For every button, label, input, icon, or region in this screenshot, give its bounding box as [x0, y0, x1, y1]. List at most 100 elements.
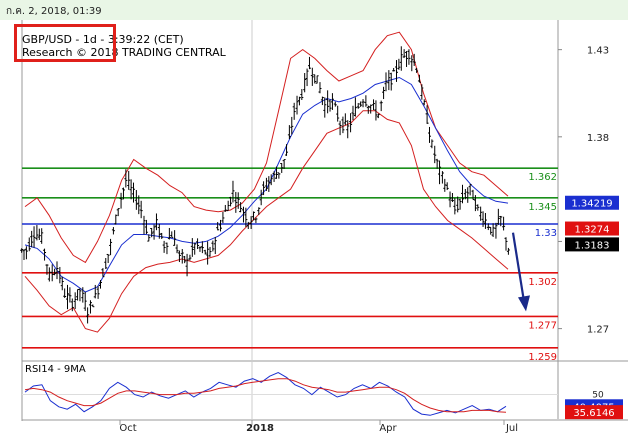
chart-header-instrument: GBP/USD - 1d - 3:39:22 (CET) [22, 33, 184, 46]
ohlc-bar [300, 89, 304, 101]
ohlc-bar [440, 171, 444, 184]
ohlc-bar [40, 228, 44, 244]
ohlc-bar [435, 158, 439, 169]
ohlc-bar [285, 144, 289, 156]
ohlc-bar [262, 181, 266, 196]
chart-header-source: Research © 2018 TRADING CENTRAL [22, 46, 226, 59]
ohlc-bar [78, 288, 82, 302]
ohlc-bar [190, 238, 194, 257]
ohlc-bar [483, 212, 487, 229]
ohlc-bar [206, 241, 210, 265]
ohlc-bar [173, 230, 177, 246]
ohlc-bar [374, 100, 378, 121]
y-tick-label: 1.27 [587, 325, 609, 336]
ohlc-bar [341, 116, 345, 134]
level-label: 1.345 [528, 202, 557, 213]
ohlc-bar [412, 53, 416, 66]
ohlc-bar [121, 187, 125, 200]
price-tag: 35.6146 [565, 405, 623, 420]
ohlc-bar [226, 200, 230, 212]
ohlc-bar [369, 104, 373, 114]
ohlc-bar [410, 55, 414, 72]
level-label: 1.33 [535, 228, 557, 239]
ohlc-bar [45, 264, 49, 275]
x-tick-label: 2018 [246, 423, 274, 434]
ohlc-bar [257, 207, 261, 215]
ohlc-bar [397, 58, 401, 70]
ohlc-bar [221, 212, 225, 224]
ohlc-bar [177, 250, 181, 263]
ohlc-bar [506, 247, 510, 255]
ohlc-bar [282, 159, 286, 169]
top-bar: ก.ค. 2, 2018, 01:39 [0, 0, 628, 20]
ohlc-bar [193, 242, 197, 255]
ohlc-bar [175, 244, 179, 254]
ohlc-bar [137, 195, 141, 215]
ohlc-bar [494, 222, 498, 239]
ohlc-bar [180, 249, 184, 264]
ohlc-bar [481, 211, 485, 227]
ohlc-bar [305, 68, 309, 87]
price-tag-label: 35.6146 [573, 408, 614, 419]
ohlc-bar [458, 198, 462, 210]
ohlc-bar [30, 230, 34, 248]
ohlc-bar [473, 195, 477, 212]
ohlc-bar [208, 246, 212, 257]
price-tag-box [565, 405, 623, 420]
ohlc-bar [252, 211, 256, 221]
ohlc-bar [364, 95, 368, 107]
ohlc-bar [333, 101, 337, 107]
ohlc-bar [346, 120, 350, 139]
x-tick-label: Jul [505, 423, 518, 434]
series-bollinger-upper [24, 31, 509, 264]
ohlc-bar [292, 102, 296, 120]
ohlc-bar [315, 75, 319, 84]
ohlc-bar [425, 105, 429, 124]
price-tag-box [565, 195, 619, 210]
ohlc-bar [96, 286, 100, 299]
ohlc-bar [213, 237, 217, 255]
ohlc-bar [259, 189, 263, 206]
ohlc-bar [183, 255, 187, 264]
ohlc-bar [290, 116, 294, 135]
ohlc-bar [310, 67, 314, 86]
ohlc-bar [20, 248, 24, 253]
ohlc-bar [139, 200, 143, 219]
ohlc-bar [200, 241, 204, 254]
ohlc-bar [127, 170, 131, 190]
ohlc-bar [448, 191, 452, 208]
ohlc-bar [185, 253, 189, 277]
ohlc-bar [111, 227, 115, 235]
ohlc-bar [326, 90, 330, 114]
rsi-title: RSI14 - 9MA [25, 364, 86, 375]
ohlc-bar [249, 216, 253, 229]
ohlc-bar [124, 169, 128, 188]
ohlc-bar [349, 113, 353, 133]
ohlc-bar [353, 97, 357, 117]
ohlc-bar [106, 253, 110, 264]
ohlc-bar [73, 292, 77, 310]
ohlc-bar [359, 101, 363, 107]
ohlc-bar [303, 72, 307, 93]
ohlc-bar [60, 276, 64, 291]
ohlc-bar [66, 284, 70, 310]
ohlc-bar [55, 261, 59, 280]
ohlc-bar [88, 300, 92, 314]
ohlc-bar [198, 246, 202, 252]
ohlc-bar [338, 120, 342, 136]
ohlc-bar [154, 213, 158, 231]
ohlc-bar [267, 176, 271, 192]
ohlc-bar [504, 237, 508, 251]
highlight-box [14, 24, 116, 62]
ohlc-bar [387, 70, 391, 91]
ohlc-bar [203, 249, 207, 255]
price-tag-label: 1.3274 [575, 225, 610, 236]
ohlc-bar [269, 174, 273, 186]
ohlc-bar [313, 74, 317, 84]
ohlc-bar [366, 105, 370, 114]
ohlc-bar [463, 189, 467, 200]
ohlc-bar [93, 284, 97, 299]
ohlc-bar [456, 196, 460, 213]
ohlc-bar [307, 56, 311, 70]
ohlc-bar [407, 49, 411, 65]
